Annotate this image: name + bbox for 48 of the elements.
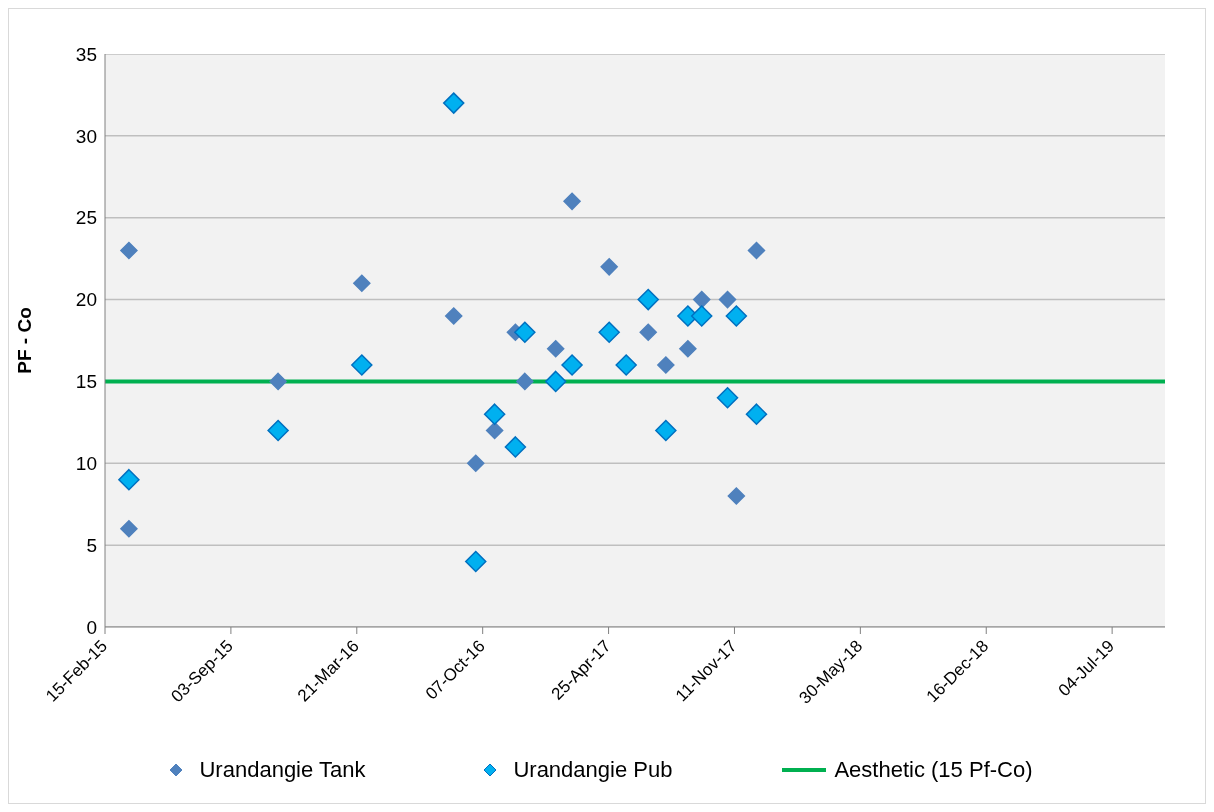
y-tick-label: 25 [75,207,97,229]
point [563,192,581,211]
point [657,356,675,374]
point [269,372,287,391]
point [600,258,618,276]
point [267,419,289,442]
y-tick-label: 35 [75,43,97,65]
point [467,454,485,473]
y-tick-label: 30 [75,125,97,147]
point [690,305,713,327]
y-tick-label: 0 [86,616,97,638]
point [544,370,567,393]
point [504,436,527,458]
point [444,307,463,325]
point [718,290,737,309]
point [118,468,140,491]
y-tick-label: 15 [75,371,97,393]
point [442,92,465,114]
y-axis-title: PF - Co [13,307,35,374]
point [465,550,487,573]
point [615,354,637,376]
point [514,321,536,344]
point [716,387,739,409]
legend-label: Aesthetic (15 Pf-Co) [833,757,1033,783]
legend-label: Urandangie Pub [512,757,673,783]
point [692,290,711,309]
point [120,241,138,260]
point [725,305,748,327]
y-tick-label: 10 [75,453,97,475]
point [679,339,697,358]
point [639,323,657,342]
point [485,421,504,440]
point [483,403,506,425]
y-tick-label: 5 [86,534,97,556]
point [745,403,768,425]
point [516,372,534,391]
point [598,321,620,344]
point [747,241,766,260]
point [120,520,138,538]
point [353,274,371,292]
point [655,419,677,442]
point [727,487,746,505]
legend-label: Urandangie Tank [198,757,366,783]
y-tick-label: 20 [75,289,97,311]
point [561,354,583,376]
point [351,354,373,376]
point [637,288,659,311]
point [546,339,565,358]
